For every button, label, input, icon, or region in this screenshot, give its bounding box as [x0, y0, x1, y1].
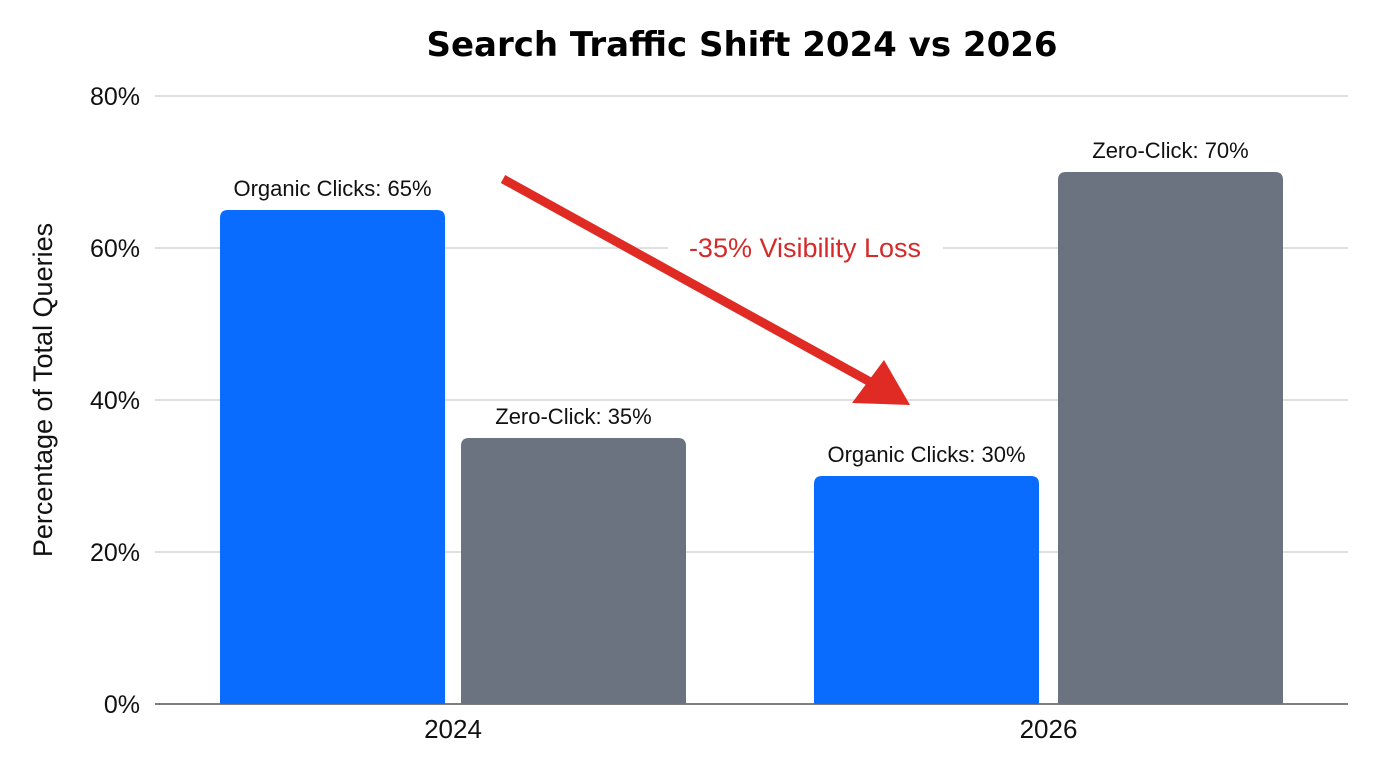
data-label: Zero-Click: 35%: [495, 404, 651, 429]
annotation-background: [668, 226, 943, 266]
y-tick-label: 60%: [90, 235, 140, 263]
y-tick-label: 20%: [90, 539, 140, 567]
bar-zero_click-2024: [461, 438, 686, 704]
bar-zero_click-2026: [1058, 172, 1283, 704]
y-tick-label: 0%: [104, 691, 140, 719]
x-tick-label: 2026: [1020, 714, 1078, 744]
x-tick-label: 2024: [424, 714, 482, 744]
bar-organic-2026: [814, 476, 1039, 704]
y-tick-label: 40%: [90, 387, 140, 415]
chart-title: Search Traffic Shift 2024 vs 2026: [426, 25, 1057, 65]
arrow-shaft: [500, 175, 875, 387]
y-tick-label: 80%: [90, 83, 140, 111]
data-label: Organic Clicks: 65%: [233, 176, 431, 201]
data-label: Zero-Click: 70%: [1092, 138, 1248, 163]
arrow-head-icon: [852, 360, 910, 405]
y-axis-label: Percentage of Total Queries: [28, 223, 58, 557]
bar-organic-2024: [220, 210, 445, 704]
data-label: Organic Clicks: 30%: [827, 442, 1025, 467]
annotation-label: -35% Visibility Loss: [689, 233, 921, 263]
